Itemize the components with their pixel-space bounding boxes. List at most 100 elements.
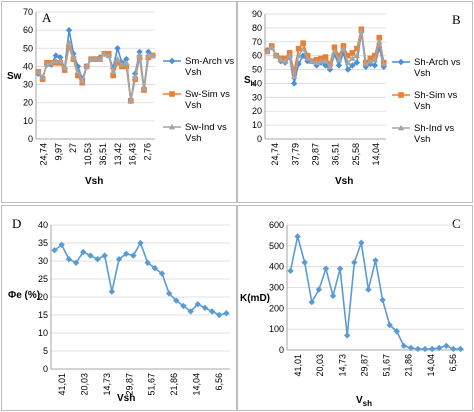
chart-panel-b: B 0 10 20 30 40 50 60 70 80 90 24,74 37,79 29,87 36,5… (237, 1, 473, 203)
chart-d-series-0-point (187, 308, 194, 315)
chart-c-series-0-point (315, 286, 323, 293)
chart-d-svg: D 0 5 10 15 20 25 30 35 40 41,01 20,03 14,73 29,87 51… (8, 216, 230, 404)
chart-a-ylabel: Sw (7, 71, 22, 82)
chart-c-ylabel: K(mD) (240, 293, 270, 304)
chart-a-series-2-point (127, 97, 134, 104)
chart-d-ytick-label: 30 (38, 256, 48, 266)
chart-b-series-2-point (277, 56, 284, 63)
chart-c-series-0-point (414, 345, 422, 353)
chart-b-ytick-label: 40 (252, 78, 262, 88)
chart-d-series-0-point (158, 270, 166, 277)
chart-b-xtick-label: 24,74 (270, 143, 280, 166)
chart-a-series-2-point (87, 55, 95, 62)
chart-a-ytick-label: 70 (23, 7, 33, 17)
chart-b-series-0-point (335, 62, 343, 69)
chart-b-series-2-point (286, 52, 293, 59)
chart-b-legend-label-cont: Vsh (414, 134, 430, 145)
chart-c-ytick-label: 600 (269, 220, 284, 230)
chart-d-series-0-point (165, 290, 173, 297)
chart-a-ytick-label: 40 (23, 61, 33, 71)
chart-d-ytick-label: 5 (43, 346, 48, 356)
chart-c-xlabel: Vsh (356, 395, 372, 408)
chart-b-ytick-label: 0 (257, 134, 262, 144)
chart-b-ytick-label: 30 (252, 92, 262, 102)
chart-c-series-0-point (393, 328, 400, 335)
chart-d-series-0-point (144, 259, 151, 266)
chart-a-series-2-point (52, 57, 60, 64)
chart-c-series-0-point (294, 233, 301, 240)
chart-d-series-0-point (151, 265, 159, 272)
chart-d-series-0-point (208, 308, 216, 315)
chart-b-series-2-point (335, 56, 343, 63)
chart-c-xlabel-sub: sh (363, 399, 372, 408)
chart-c-series-0-point (457, 345, 464, 353)
chart-c-xtick-label: 41,01 (293, 354, 303, 377)
chart-a-xtick-label: 2,76 (143, 143, 153, 161)
chart-c-series-0-point (428, 345, 436, 353)
chart-c-series-0-point (372, 257, 379, 264)
chart-d-series-0-point (101, 252, 108, 259)
panel-letter-d: D (12, 216, 21, 231)
chart-a-series-0-point (114, 45, 121, 52)
chart-c-series-0-point (436, 344, 443, 352)
chart-d-xtick-label: 6,56 (214, 373, 224, 391)
chart-b-series-2-point (331, 48, 338, 54)
chart-a-xtick-label: 13,42 (113, 143, 123, 166)
chart-b-ylabel-sub: h (251, 81, 255, 88)
chart-b-svg: B 0 10 20 30 40 50 60 70 80 90 24,74 37,79 29,87 36,5… (244, 9, 461, 187)
chart-b-ylabel-main: S (244, 75, 251, 86)
chart-b-series-2-point (362, 60, 370, 67)
chart-a-series-2-point (61, 65, 68, 71)
chart-a-series-2-point (140, 85, 148, 91)
chart-b-series-0-point (344, 66, 352, 73)
panel-letter-c: C (452, 216, 461, 231)
chart-d-series-0-point (51, 247, 58, 254)
chart-a-series-2-point (109, 68, 117, 75)
chart-c-ytick-label: 300 (269, 283, 284, 293)
chart-a-series-1-point (114, 60, 121, 66)
chart-b-series-1-point (300, 40, 306, 46)
chart-b-series-2-point (308, 58, 316, 64)
chart-d-xlabel: Vsh (117, 393, 135, 404)
chart-b-series-2-point (340, 45, 347, 52)
chart-a-series-2-point (79, 77, 86, 84)
chart-a-legend-label: Sw-Ind vs (185, 122, 227, 133)
chart-a-series-2-point (96, 55, 104, 62)
chart-a-ytick-label: 20 (23, 98, 33, 108)
chart-a-series-2-point (92, 55, 99, 62)
chart-b-ytick-label: 60 (252, 51, 262, 61)
chart-d-series-0-point (115, 256, 123, 263)
chart-d-ylabel: Φe (%) (8, 290, 40, 301)
chart-c-xtick-label: 14,04 (426, 354, 436, 377)
chart-b-series-0-point (290, 80, 298, 87)
chart-d-series-0-point (65, 256, 73, 263)
chart-d-series-0-point (94, 256, 101, 263)
chart-b-xtick-label: 25,58 (351, 143, 361, 166)
chart-c-xtick-label: 14,73 (337, 354, 347, 377)
chart-c-series-0-point (358, 239, 365, 246)
chart-a-series-0-point (123, 55, 130, 63)
chart-a-series-2-point (57, 57, 64, 64)
chart-b-legend-label: Sh-Sim vs (414, 90, 458, 101)
chart-c-xtick-label: 51,67 (382, 354, 392, 377)
chart-b-series-0-point (295, 60, 302, 68)
chart-a-series-2-point (136, 52, 143, 58)
chart-d-ytick-label: 35 (38, 238, 48, 248)
chart-b-series-1-point (349, 50, 356, 56)
chart-d-series-0-point (58, 241, 65, 248)
chart-b-legend-marker (397, 58, 405, 66)
chart-d-series-0-point (194, 301, 201, 308)
chart-a-series-2-point (83, 63, 90, 69)
panel-letter-b: B (452, 12, 461, 27)
chart-a-legend-label: Sm-Arch vs (185, 56, 234, 67)
chart-b-legend-label: Sh-Ind vs (414, 123, 454, 134)
chart-d-xtick-label: 14,04 (191, 373, 201, 396)
chart-b-series-0-point (353, 59, 361, 66)
chart-b-series-2-point (358, 27, 365, 34)
chart-b-series-0-point (367, 60, 374, 68)
chart-b-series-2-point (273, 52, 280, 59)
chart-b-series-2-point (299, 45, 307, 52)
chart-c-series-0-point (322, 265, 330, 272)
